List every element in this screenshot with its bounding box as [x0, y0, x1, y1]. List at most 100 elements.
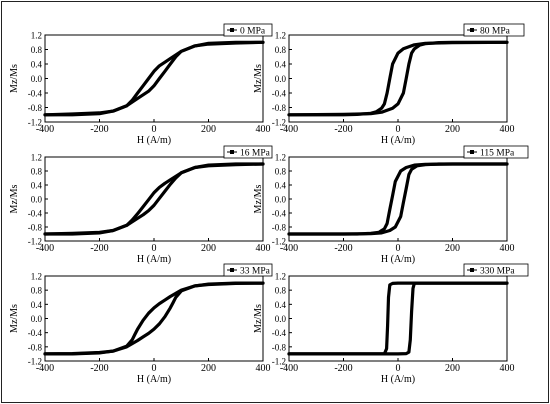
y-tick-label: -1.2 [28, 118, 42, 128]
x-tick-label: 0 [152, 124, 157, 135]
y-tick-label: -0.4 [272, 209, 287, 219]
y-tick-label: -1.2 [272, 357, 286, 367]
y-tick-label: 0.8 [275, 45, 287, 55]
y-tick-label: 0.0 [275, 314, 287, 324]
legend: 115 MPa [463, 145, 529, 159]
y-tick-label: 0.0 [31, 74, 43, 84]
x-tick-label: 0 [152, 243, 157, 254]
x-axis-label: H (A/m) [381, 374, 415, 385]
hysteresis-branch-1 [287, 40, 509, 117]
x-tick-label: -200 [334, 363, 352, 374]
y-tick-label: 0.4 [275, 60, 287, 70]
x-tick-label: -400 [36, 243, 54, 254]
x-axis-label: H (A/m) [381, 254, 415, 265]
y-axis-label: Mz/Ms [9, 184, 20, 213]
x-axis-label: H (A/m) [137, 135, 171, 146]
legend-box [463, 23, 525, 37]
legend-box [463, 145, 529, 159]
x-axis-label: H (A/m) [381, 135, 415, 146]
chart-panel-5: -400 -200 0 200 400-1.2-0.8-0.40.00.40.81.2H… [253, 263, 529, 385]
legend-marker [230, 150, 234, 154]
y-tick-label: -0.4 [28, 328, 43, 338]
chart-panel-1: -400 -200 0 200 400-1.2-0.8-0.40.00.40.81.2H… [253, 23, 525, 146]
x-tick-label: 400 [500, 124, 515, 135]
hysteresis-branch-1 [43, 281, 265, 356]
legend: 33 MPa [223, 263, 273, 277]
y-tick-label: -0.8 [28, 223, 43, 233]
legend: 0 MPa [223, 23, 273, 37]
y-axis-label: Mz/Ms [253, 64, 264, 93]
y-tick-label: -0.4 [272, 89, 287, 99]
legend: 80 MPa [463, 23, 525, 37]
legend-box [223, 145, 273, 159]
x-tick-label: -200 [90, 363, 108, 374]
y-tick-label: -1.2 [28, 357, 42, 367]
x-tick-label: -400 [36, 363, 54, 374]
y-tick-label: 1.2 [31, 272, 42, 282]
x-tick-label: -400 [280, 363, 298, 374]
x-tick-label: 0 [396, 363, 401, 374]
legend-box [223, 23, 273, 37]
x-tick-label: 200 [445, 363, 460, 374]
y-tick-label: -1.2 [28, 237, 42, 247]
legend-label: 330 MPa [480, 267, 515, 277]
y-axis-label: Mz/Ms [9, 64, 20, 93]
chart-panel-3: -400 -200 0 200 400-1.2-0.8-0.40.00.40.81.2H… [253, 145, 529, 265]
y-tick-label: -0.4 [28, 209, 43, 219]
legend-marker [230, 268, 234, 272]
x-tick-label: 200 [201, 243, 216, 254]
x-tick-label: 400 [500, 363, 515, 374]
y-tick-label: 1.2 [275, 153, 286, 163]
y-tick-label: 1.2 [31, 153, 42, 163]
y-tick-label: 0.0 [275, 74, 287, 84]
x-axis-label: H (A/m) [137, 374, 171, 385]
y-tick-label: 0.0 [31, 314, 43, 324]
y-tick-label: 1.2 [31, 31, 42, 41]
legend: 16 MPa [223, 145, 273, 159]
x-tick-label: 200 [445, 124, 460, 135]
hysteresis-branch-1 [43, 40, 265, 117]
y-tick-label: 0.4 [275, 300, 287, 310]
y-tick-label: -0.4 [272, 328, 287, 338]
y-tick-label: 0.4 [31, 300, 43, 310]
y-tick-label: -1.2 [272, 237, 286, 247]
y-tick-label: 0.4 [31, 60, 43, 70]
legend-label: 115 MPa [480, 149, 515, 159]
y-tick-label: 0.8 [275, 167, 287, 177]
x-tick-label: 0 [396, 124, 401, 135]
y-tick-label: -0.8 [272, 103, 287, 113]
y-tick-label: 0.8 [275, 286, 287, 296]
chart-panel-0: -400 -200 0 200 400 -1.2 -0.8 -0.4 0.0 0.4 0.8 1.2 H… [9, 23, 273, 146]
legend-marker [230, 28, 234, 32]
x-axis-label: H (A/m) [137, 254, 171, 265]
y-tick-label: -0.8 [272, 342, 287, 352]
y-tick-label: -1.2 [272, 118, 286, 128]
y-tick-label: 1.2 [275, 31, 286, 41]
y-tick-label: -0.8 [28, 103, 43, 113]
legend: 330 MPa [463, 263, 529, 277]
x-tick-label: -400 [36, 124, 54, 135]
legend-label: 80 MPa [480, 27, 511, 37]
legend-box [463, 263, 529, 277]
legend-marker [470, 268, 474, 272]
legend-label: 0 MPa [240, 27, 266, 37]
x-tick-label: 200 [445, 243, 460, 254]
chart-panel-4: -400 -200 0 200 400 -1.2 -0.8 -0.4 0.0 0.4 0.8 1.2 H… [9, 263, 273, 385]
y-tick-label: -0.8 [272, 223, 287, 233]
x-tick-label: 200 [201, 124, 216, 135]
x-tick-label: -200 [334, 243, 352, 254]
x-tick-label: -200 [90, 243, 108, 254]
y-tick-label: 0.8 [31, 45, 43, 55]
y-tick-label: 0.0 [31, 195, 43, 205]
x-tick-label: 0 [396, 243, 401, 254]
y-axis-label: Mz/Ms [253, 184, 264, 213]
y-tick-label: -0.4 [28, 89, 43, 99]
x-tick-label: 400 [256, 124, 271, 135]
y-tick-label: 0.4 [31, 181, 43, 191]
legend-marker [470, 28, 474, 32]
legend-label: 33 MPa [240, 267, 271, 277]
chart-panel-2: -400 -200 0 200 400 -1.2 -0.8 -0.4 0.0 0.4 0.8 1.2 H… [9, 145, 273, 265]
x-tick-label: 400 [256, 363, 271, 374]
